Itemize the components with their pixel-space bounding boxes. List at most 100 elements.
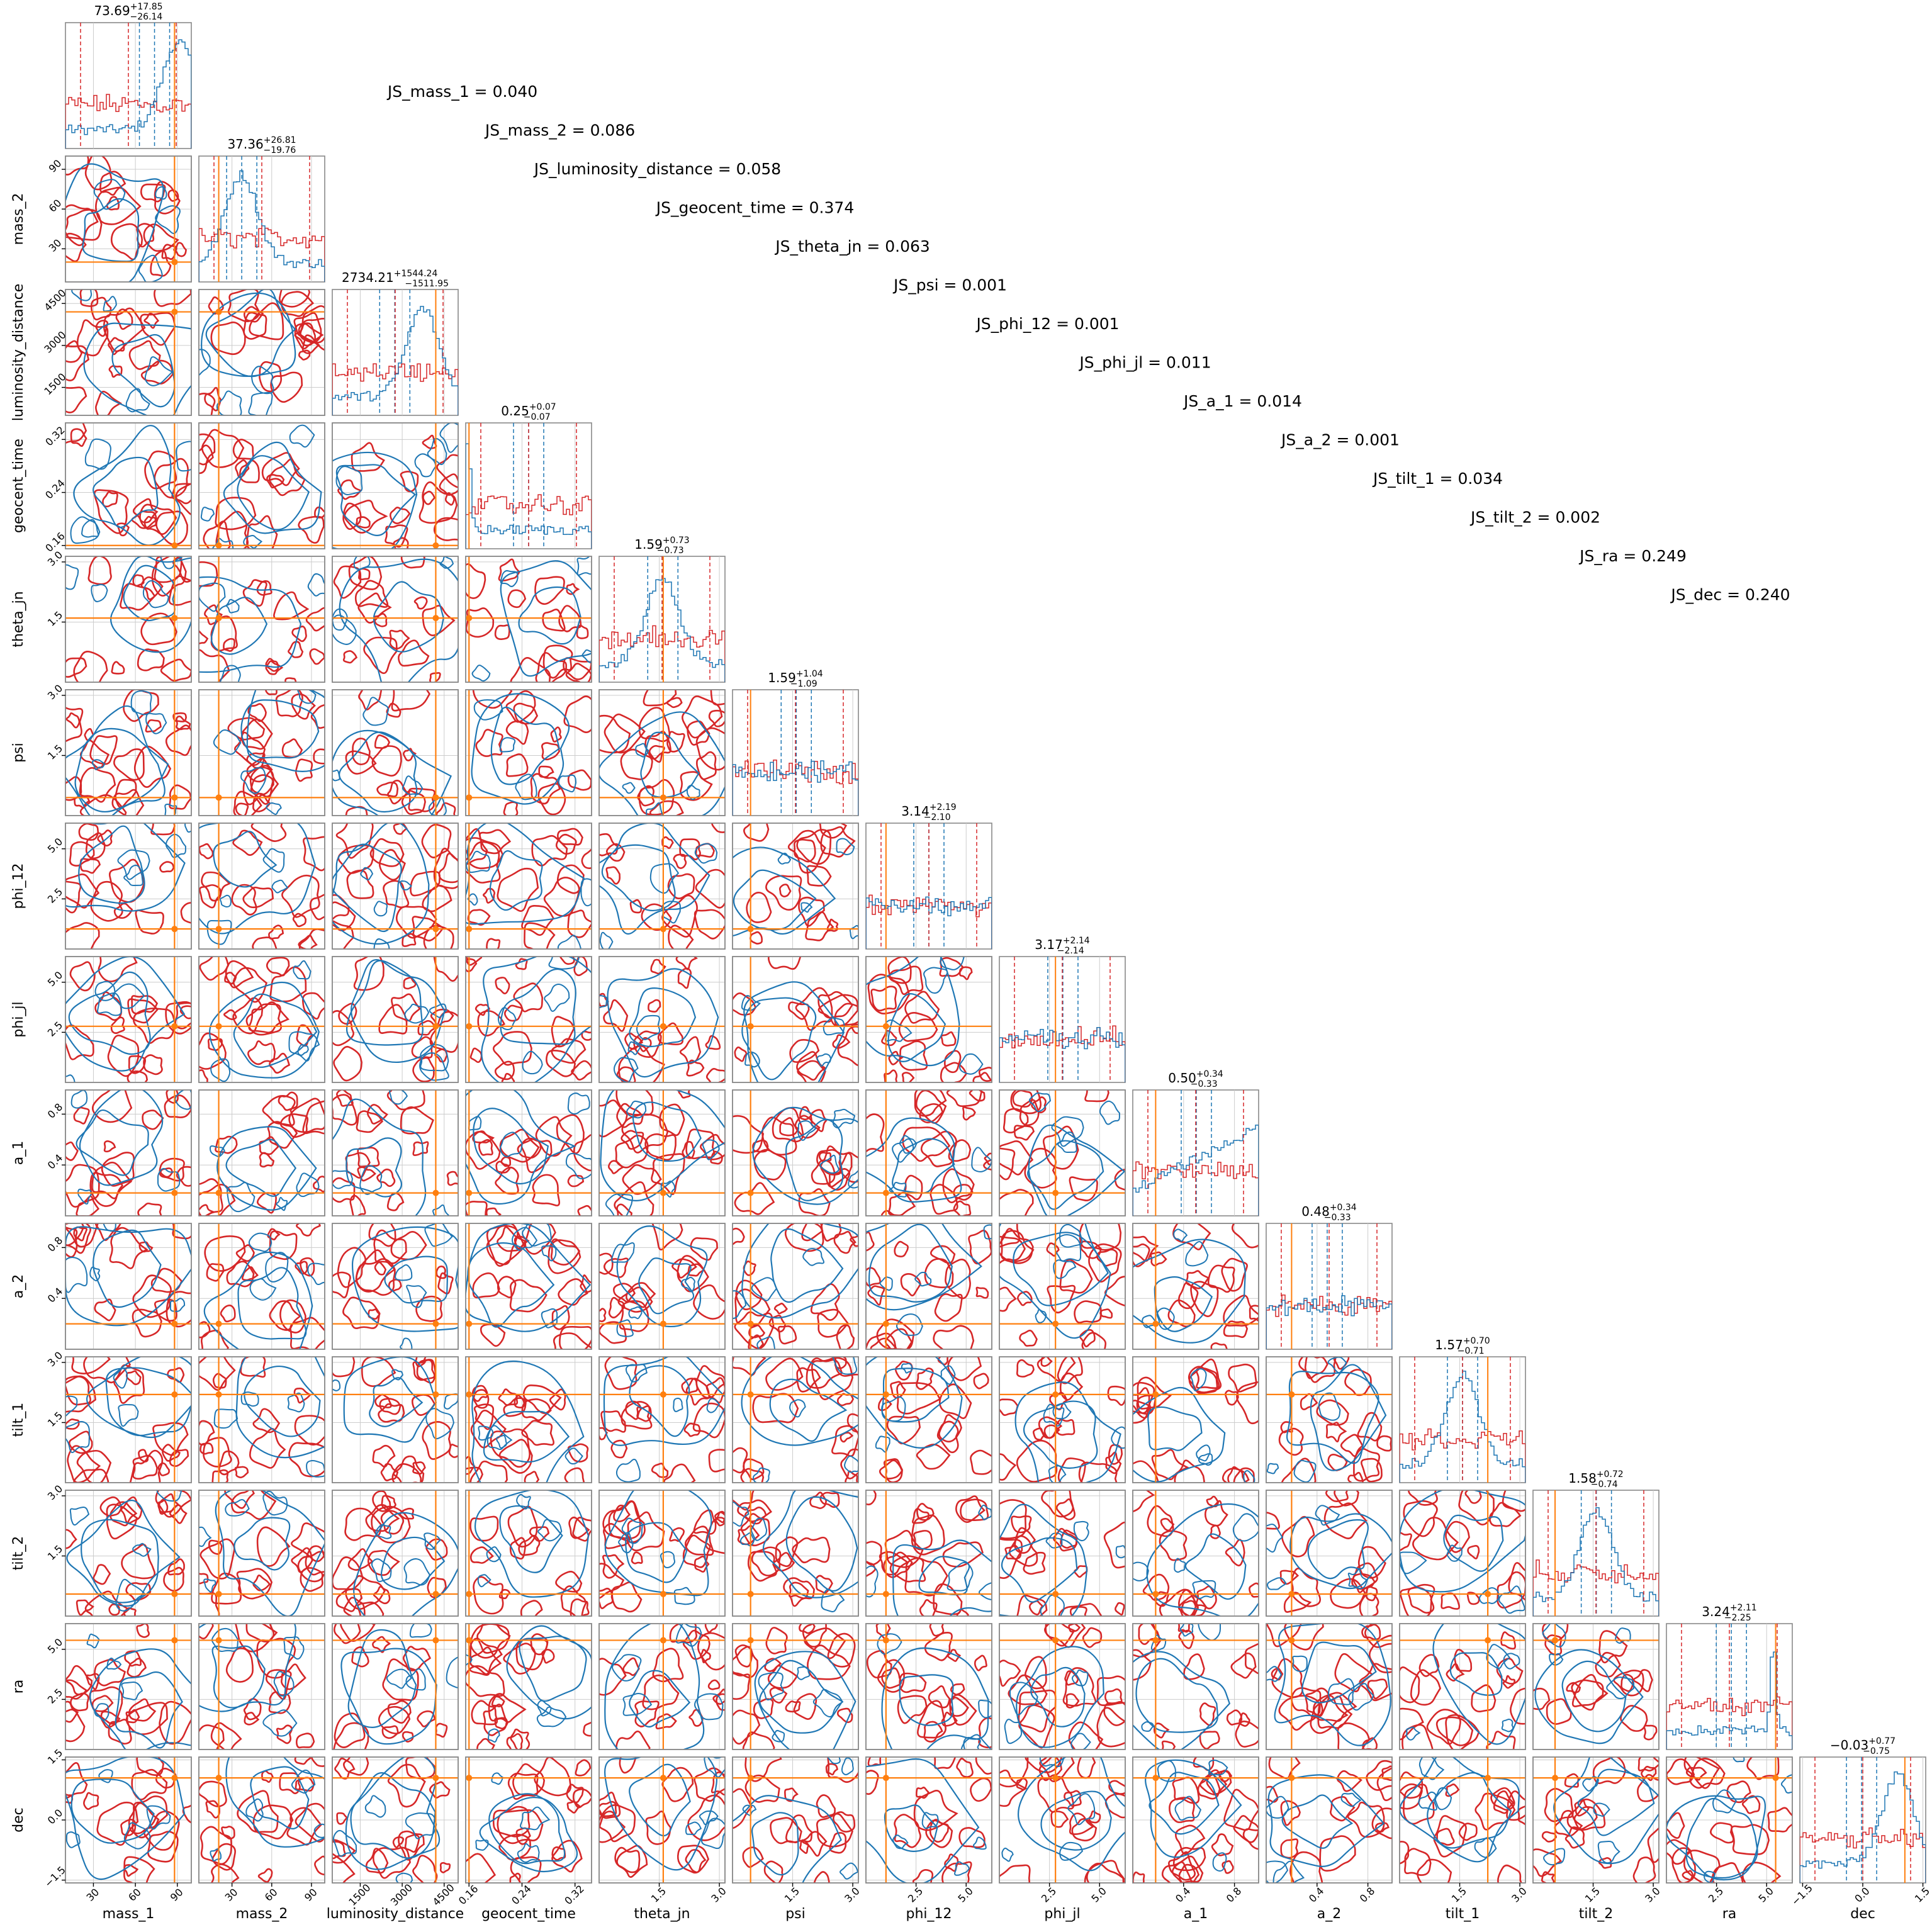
- contour-level: [785, 1119, 844, 1201]
- contour-level: [915, 1090, 947, 1124]
- contour-level: [744, 1051, 760, 1068]
- contour-level: [941, 1861, 972, 1883]
- contour-level: [386, 1090, 425, 1111]
- contour-level: [132, 1454, 158, 1480]
- contour-level: [866, 1113, 885, 1153]
- truth-point: [660, 1637, 666, 1644]
- median-title-ra: 3.24+2.11 −2.25: [1702, 1603, 1756, 1623]
- contour-level: [559, 957, 575, 965]
- contour-level: [478, 1425, 494, 1441]
- contour-level: [637, 785, 655, 807]
- contour-level: [1133, 1238, 1246, 1344]
- contour-panel-luminosity_distance-tilt_1: [332, 1356, 459, 1483]
- contour-level: [405, 1812, 437, 1839]
- contour-level: [530, 773, 561, 805]
- contour-level: [237, 1790, 279, 1833]
- contour-level: [233, 993, 318, 1068]
- contour-level: [622, 1693, 653, 1716]
- contour-level: [680, 1276, 695, 1293]
- contour-level: [143, 515, 157, 530]
- contour-level: [515, 958, 528, 970]
- contour-level: [1613, 1670, 1644, 1697]
- contour-level: [273, 1671, 295, 1697]
- contour-level: [704, 1624, 718, 1633]
- contour-level: [541, 1245, 557, 1262]
- contour-level: [340, 1648, 437, 1745]
- contour-level: [1353, 1447, 1381, 1482]
- panel-border: [1266, 1623, 1393, 1750]
- panel-frame: [65, 1223, 192, 1350]
- contour-level: [733, 1672, 751, 1700]
- contour-level: [1030, 1666, 1086, 1727]
- contour-level: [567, 909, 592, 938]
- contour-level: [65, 1709, 86, 1743]
- contour-level: [937, 1357, 949, 1366]
- contour-level: [65, 922, 100, 949]
- contour-level: [256, 580, 272, 596]
- panel-frame: [65, 1623, 192, 1750]
- contour-level: [358, 568, 371, 581]
- contour-level: [751, 1812, 799, 1876]
- median-title-phi_jl: 3.17+2.14 −2.14: [1035, 936, 1090, 956]
- contour-level: [210, 1848, 222, 1862]
- x-tick-label: 0.8: [1357, 1885, 1377, 1904]
- contour-level: [332, 1010, 355, 1047]
- contour-panel-mass_2-psi: [198, 689, 325, 816]
- contour-level: [466, 607, 495, 638]
- contour-level: [1065, 1693, 1080, 1709]
- contour-level: [866, 1267, 881, 1287]
- contour-level: [1767, 1807, 1792, 1833]
- contour-level: [199, 1573, 209, 1585]
- contour-level: [203, 1437, 232, 1468]
- contour-level: [603, 1357, 725, 1446]
- contour-level: [135, 909, 164, 935]
- contour-level: [797, 1120, 817, 1141]
- contour-level: [819, 1154, 840, 1174]
- contour-panel-mass_1-a_2: 0.40.8a_2: [11, 1223, 192, 1350]
- contour-level: [199, 1826, 233, 1865]
- contour-level: [73, 1226, 87, 1242]
- contour-level: [616, 1319, 634, 1337]
- contour-level: [65, 706, 84, 743]
- contour-level: [581, 649, 592, 663]
- contour-level: [1449, 1652, 1503, 1696]
- contour-level: [169, 1298, 186, 1312]
- contour-level: [518, 586, 581, 645]
- contour-level: [611, 1242, 635, 1263]
- contour-level: [1337, 1770, 1362, 1792]
- panel-border: [332, 1756, 459, 1884]
- contour-level: [1598, 1856, 1612, 1869]
- contour-panel-phi_jl-ra: [999, 1623, 1126, 1750]
- panel-border: [732, 956, 859, 1083]
- contour-level: [165, 724, 191, 756]
- contour-level: [206, 919, 232, 945]
- contour-level: [1418, 1654, 1440, 1677]
- contour-level: [269, 1230, 298, 1261]
- contour-level: [245, 1798, 264, 1822]
- contour-level: [1280, 1800, 1301, 1826]
- truth-point: [171, 542, 178, 549]
- contour-level: [819, 823, 848, 839]
- contour-level: [491, 1772, 503, 1785]
- contour-level: [498, 1388, 519, 1406]
- contour-level: [901, 1072, 915, 1082]
- contour-level: [629, 1365, 690, 1437]
- contour-level: [242, 886, 274, 909]
- contour-level: [65, 873, 100, 909]
- contour-level: [1196, 1444, 1211, 1462]
- panel-frame: [999, 1490, 1126, 1617]
- contour-level: [76, 1599, 94, 1616]
- contour-level: [199, 1526, 212, 1547]
- contour-level: [147, 1831, 179, 1863]
- contour-level: [1489, 1502, 1522, 1527]
- contour-level: [1174, 1795, 1202, 1821]
- contour-level: [685, 1849, 707, 1873]
- contour-level: [160, 1167, 174, 1178]
- contour-level: [866, 1117, 962, 1203]
- panel-border: [1132, 1356, 1259, 1483]
- contour-level: [541, 1649, 555, 1664]
- contour-level: [974, 1654, 987, 1671]
- contour-level: [1347, 1569, 1368, 1590]
- contour-level: [1074, 1300, 1102, 1323]
